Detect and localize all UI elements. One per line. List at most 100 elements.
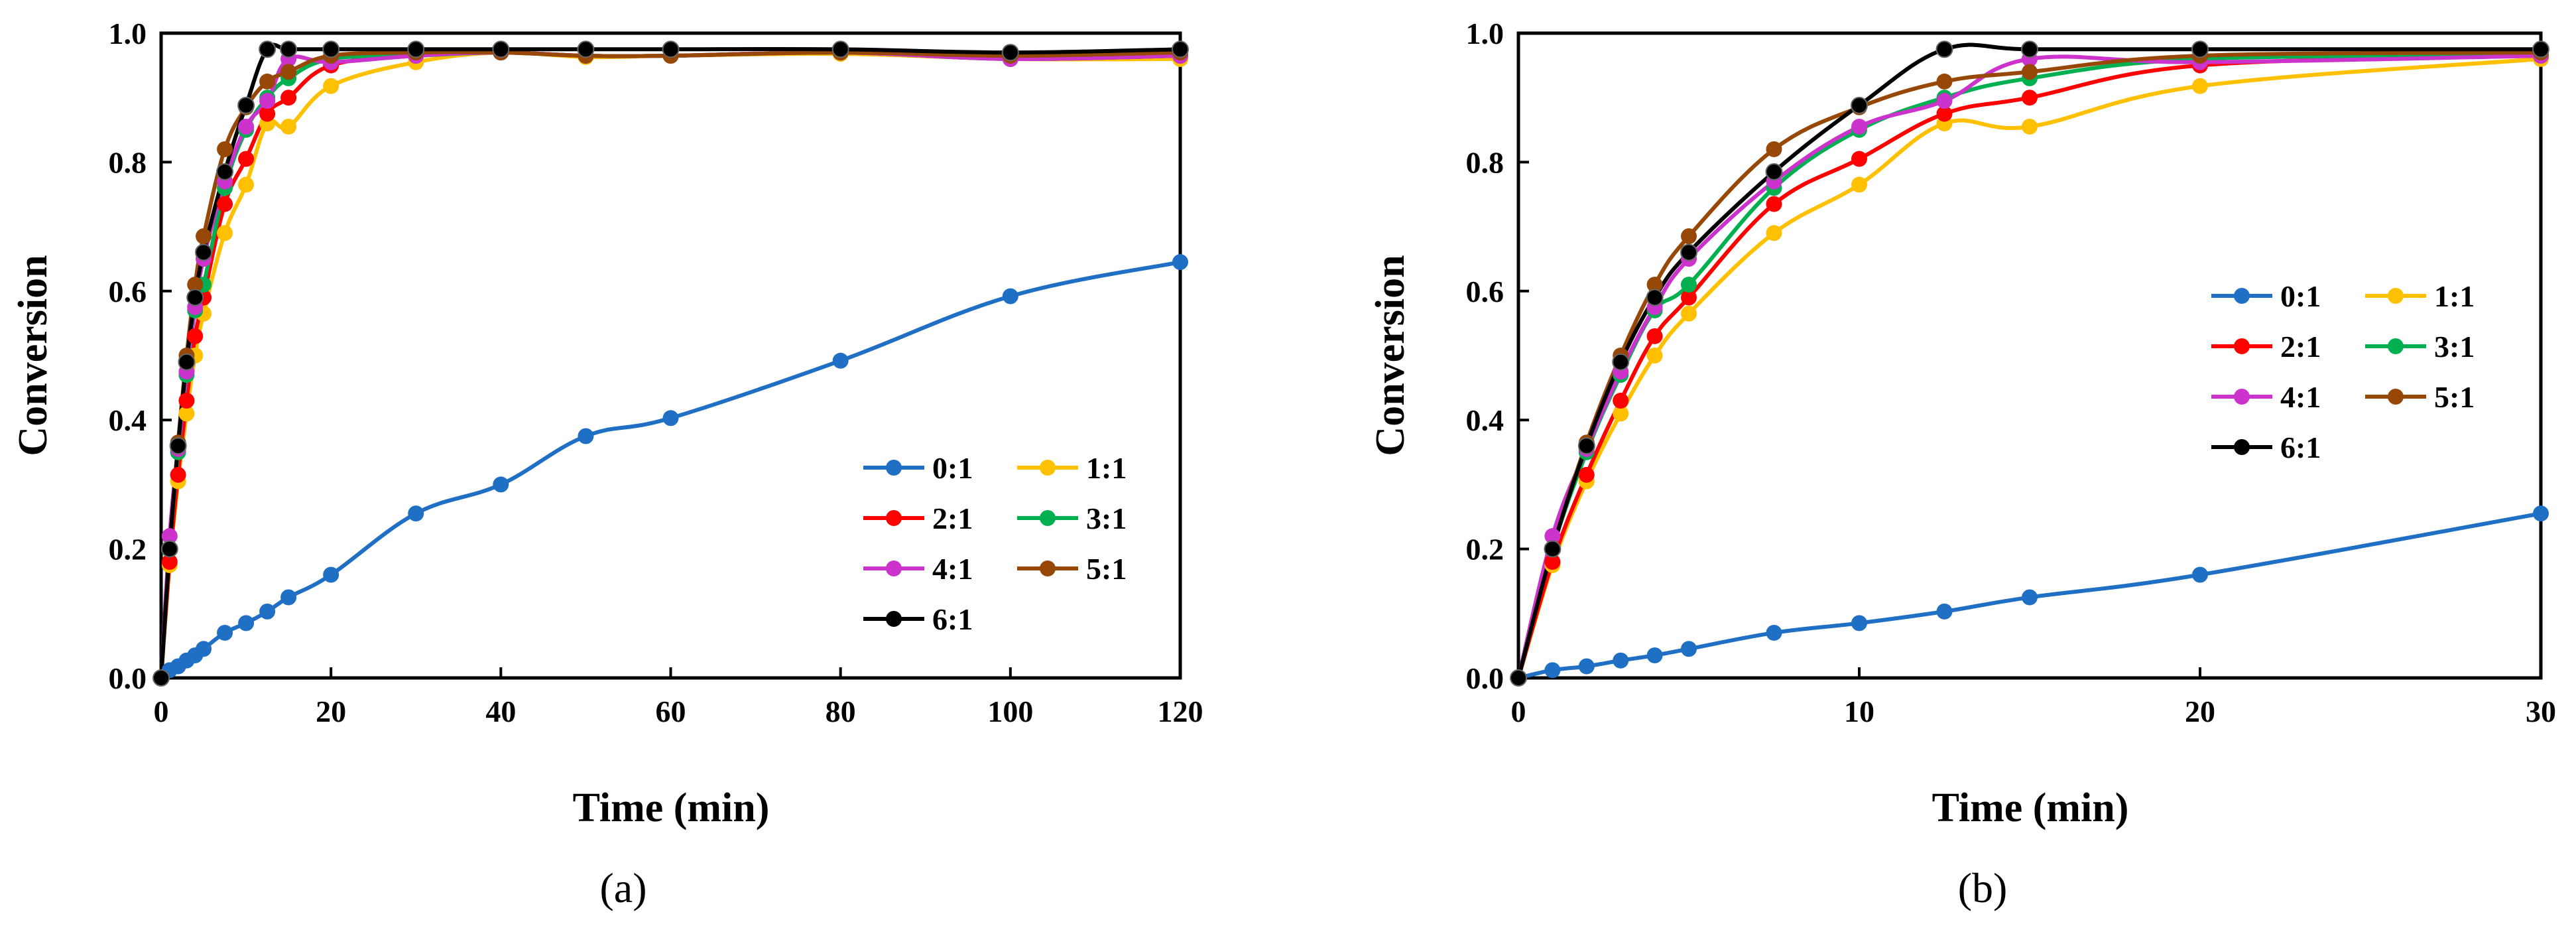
data-point-0-1 (1613, 652, 1629, 669)
data-point-0-1 (1544, 662, 1561, 679)
data-point-5-1 (196, 228, 212, 245)
legend: 0:1 1:1 2:1 3:1 4:1 5:1 6:1 (2211, 279, 2475, 464)
y-tick-label: 0.0 (109, 661, 147, 695)
data-point-6-1 (186, 289, 204, 306)
data-point-5-1 (2022, 64, 2038, 80)
legend-marker (886, 611, 902, 627)
data-point-0-1 (408, 505, 424, 522)
series-group (153, 40, 1189, 687)
data-point-6-1 (1851, 96, 1868, 114)
data-point-5-1 (1681, 228, 1697, 245)
data-point-0-1 (217, 624, 233, 641)
legend-marker (886, 510, 902, 526)
x-tick-label: 80 (826, 694, 856, 728)
data-point-6-1 (216, 163, 234, 180)
data-point-5-1 (1766, 141, 1782, 157)
data-point-2-1 (217, 196, 233, 212)
y-tick-label: 0.6 (109, 275, 147, 308)
data-point-6-1 (1646, 289, 1664, 306)
data-point-0-1 (662, 410, 679, 427)
data-point-6-1 (492, 40, 510, 58)
series-line-5-1 (1516, 50, 2543, 680)
data-point-1-1 (238, 176, 255, 193)
data-point-5-1 (1936, 73, 1953, 90)
data-point-1-1 (1766, 225, 1782, 241)
data-point-2-1 (1646, 328, 1663, 344)
data-point-0-1 (2533, 505, 2549, 522)
legend-label: 1:1 (2434, 279, 2475, 313)
x-tick-label: 40 (485, 694, 516, 728)
legend-marker (2234, 439, 2250, 455)
plot-frame (1516, 31, 2543, 680)
legend-label: 6:1 (2280, 430, 2321, 464)
data-point-4-1 (161, 528, 178, 545)
data-point-2-1 (238, 151, 255, 167)
data-point-6-1 (2191, 40, 2209, 58)
legend-label: 5:1 (2434, 380, 2475, 414)
data-point-0-1 (280, 589, 297, 606)
data-point-6-1 (831, 40, 849, 58)
data-point-4-1 (1544, 528, 1561, 545)
data-point-0-1 (1766, 624, 1782, 641)
legend-marker (1040, 510, 1056, 526)
data-point-1-1 (1851, 176, 1867, 193)
series-line-0-1 (159, 260, 1182, 680)
x-tick-label: 10 (1844, 694, 1874, 728)
data-point-6-1 (259, 40, 276, 58)
x-tick-label: 20 (2185, 694, 2215, 728)
data-point-1-1 (2192, 78, 2208, 94)
data-point-6-1 (2021, 40, 2038, 58)
data-point-0-1 (1851, 615, 1867, 631)
series-line-6-1 (159, 42, 1182, 680)
data-point-0-1 (1578, 658, 1595, 675)
data-point-6-1 (160, 540, 178, 558)
data-point-6-1 (195, 243, 213, 261)
data-point-1-1 (1613, 405, 1629, 422)
data-point-6-1 (1680, 243, 1697, 261)
data-point-1-1 (1646, 348, 1663, 364)
data-point-6-1 (169, 437, 187, 455)
data-point-1-1 (323, 78, 339, 94)
data-point-6-1 (237, 96, 255, 114)
series-line-2-1 (1516, 54, 2543, 680)
data-point-2-1 (178, 393, 195, 409)
panel-b: 0.0 0.2 0.4 0.6 0.8 1.0 0 10 20 30 Time (min) Conve… (1368, 17, 2556, 911)
data-point-6-1 (577, 40, 595, 58)
legend-label: 5:1 (1086, 552, 1127, 586)
panel-label: (b) (1958, 864, 2008, 911)
data-point-0-1 (238, 615, 255, 631)
plot-frame (159, 31, 1182, 680)
data-point-6-1 (1510, 669, 1527, 687)
data-point-6-1 (178, 353, 196, 371)
data-point-0-1 (1646, 647, 1663, 663)
legend-marker (1040, 460, 1056, 476)
data-point-0-1 (323, 566, 339, 583)
series-line-6-1 (1516, 42, 2543, 680)
x-tick-label: 0 (154, 694, 169, 728)
legend-marker (886, 460, 902, 476)
y-axis-title: Conversion (1368, 255, 1413, 456)
legend-label: 6:1 (932, 602, 973, 636)
legend-label: 0:1 (932, 451, 973, 485)
data-point-6-1 (407, 40, 425, 58)
data-point-6-1 (280, 40, 298, 58)
data-point-6-1 (1765, 163, 1783, 180)
data-point-0-1 (493, 476, 509, 493)
data-point-2-1 (1936, 105, 1953, 122)
legend-label: 1:1 (1086, 451, 1127, 485)
series-line-1-1 (1516, 56, 2543, 680)
data-point-5-1 (280, 64, 297, 80)
legend-marker (2234, 389, 2250, 405)
x-axis-title: Time (min) (573, 785, 770, 830)
data-point-0-1 (832, 352, 849, 369)
data-point-2-1 (280, 90, 297, 106)
data-point-6-1 (322, 40, 340, 58)
data-point-4-1 (238, 118, 255, 135)
data-point-6-1 (662, 40, 680, 58)
legend-marker (1040, 561, 1056, 576)
x-tick-label: 20 (316, 694, 346, 728)
y-tick-label: 0.4 (1466, 403, 1504, 437)
y-tick-label: 0.8 (1466, 145, 1504, 179)
data-point-6-1 (1001, 44, 1019, 62)
y-tick-label: 0.2 (1466, 533, 1504, 566)
